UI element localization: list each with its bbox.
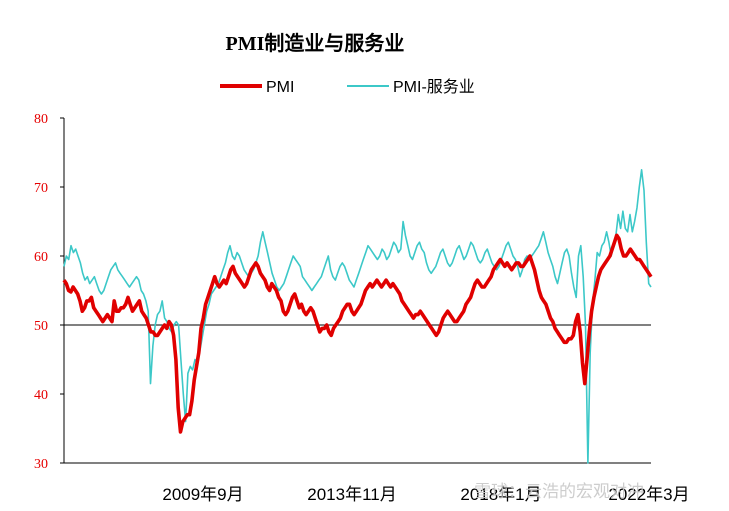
y-tick-label: 30: [34, 457, 48, 472]
x-tick-label: 2018年1月: [460, 485, 541, 504]
y-tick-label: 50: [34, 319, 48, 334]
y-tick-label: 70: [34, 181, 48, 196]
y-ticks: 30 40 50 60 70 80: [34, 112, 64, 472]
legend-label-pmi: PMI: [266, 79, 294, 96]
x-tick-label: 2022年3月: [608, 485, 689, 504]
legend-label-services: PMI-服务业: [393, 78, 475, 96]
chart-title: PMI制造业与服务业: [226, 31, 405, 55]
series-points-services: [63, 169, 651, 463]
x-tick-label: 2009年9月: [162, 485, 243, 504]
series-line-pmi: [62, 233, 653, 434]
x-ticks: 2009年9月 2013年11月 2018年1月 2022年3月: [162, 485, 689, 504]
y-tick-label: 80: [34, 112, 48, 127]
y-tick-label: 60: [34, 250, 48, 265]
watermark: 雪球：云浩的宏观对冲: [474, 482, 644, 502]
y-tick-label: 40: [34, 388, 48, 403]
legend: PMI PMI-服务业: [220, 78, 475, 96]
x-tick-label: 2013年11月: [307, 485, 396, 504]
series-line-services: [63, 169, 652, 464]
